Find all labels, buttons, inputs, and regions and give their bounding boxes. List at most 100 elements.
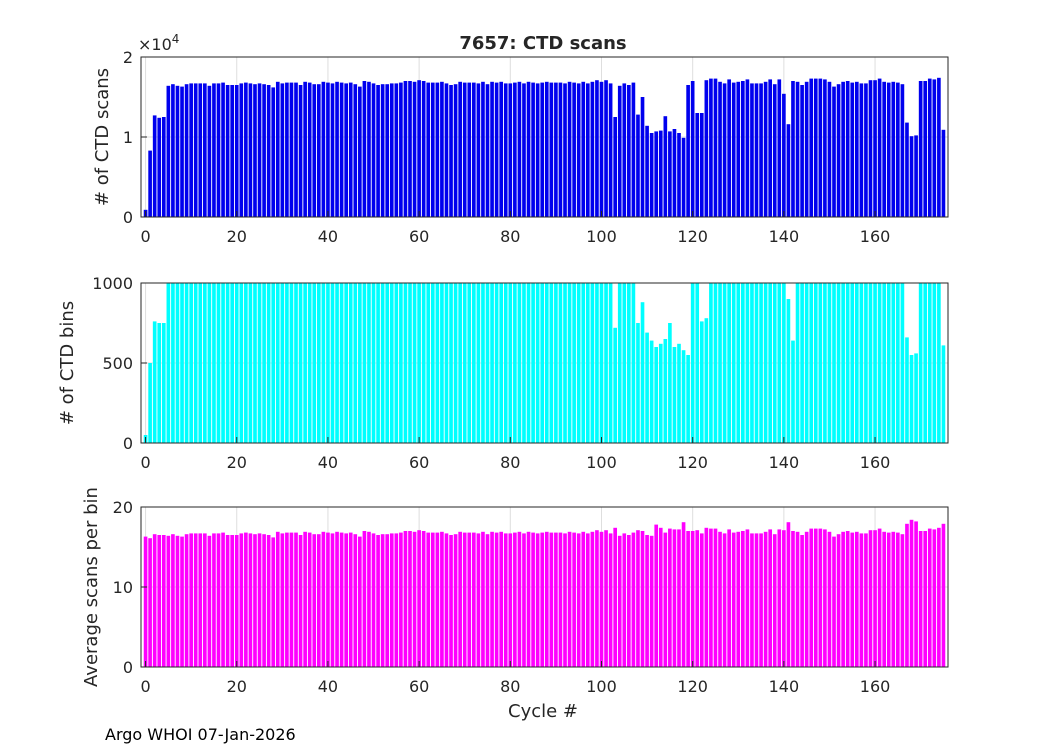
- ratio-bar: [654, 524, 659, 667]
- bins-bar: [257, 283, 262, 443]
- ratio-x-tick-label: 0: [140, 677, 150, 696]
- bins-bar: [234, 283, 239, 443]
- scans-bar: [558, 82, 563, 217]
- scans-bar: [499, 81, 504, 217]
- scans-bar: [804, 81, 809, 217]
- bins-bar: [854, 283, 859, 443]
- scans-bar: [800, 85, 804, 217]
- bins-bar: [750, 283, 754, 443]
- scans-bar: [403, 81, 408, 217]
- bins-bar: [608, 283, 613, 443]
- ratio-bar: [348, 532, 353, 667]
- ratio-bar: [531, 532, 535, 667]
- ratio-bar: [909, 519, 914, 667]
- ratio-bar: [207, 535, 212, 667]
- ratio-bar: [517, 531, 522, 667]
- ratio-x-tick-label: 140: [769, 677, 800, 696]
- bins-y-tick-label: 1000: [92, 274, 133, 293]
- ratio-bar: [216, 533, 221, 667]
- scans-bar: [294, 82, 298, 217]
- bins-bar: [832, 283, 836, 443]
- bins-bar: [253, 283, 257, 443]
- scans-bar: [768, 79, 773, 218]
- scans-bar: [312, 84, 317, 217]
- bins-bar: [791, 340, 795, 443]
- ratio-bar: [440, 531, 444, 667]
- bins-bar: [385, 283, 390, 443]
- scans-bar: [326, 82, 330, 217]
- ratio-bar: [362, 531, 367, 667]
- ratio-bar: [554, 532, 558, 667]
- bins-x-tick-label: 0: [140, 453, 150, 472]
- bins-bar: [595, 283, 599, 443]
- scans-bar: [175, 85, 180, 217]
- bins-x-tick-label: 60: [409, 453, 429, 472]
- scans-bar: [348, 82, 353, 217]
- scans-bar: [809, 78, 814, 217]
- ratio-bar: [180, 536, 184, 667]
- scans-bar: [335, 81, 339, 217]
- bins-bar: [161, 323, 166, 443]
- ratio-bar: [175, 535, 180, 667]
- ratio-bar: [449, 535, 453, 667]
- scans-bar: [813, 78, 818, 217]
- scans-bar: [394, 83, 399, 218]
- ratio-bar: [768, 529, 773, 667]
- bins-bar: [813, 283, 818, 443]
- ratio-bar: [873, 530, 877, 667]
- scans-bar: [531, 82, 535, 217]
- ratio-bar: [763, 531, 768, 667]
- bins-bar: [193, 283, 198, 443]
- ratio-bar: [731, 532, 736, 667]
- scans-bar: [932, 79, 937, 218]
- bins-bar: [864, 283, 868, 443]
- scans-bar: [736, 81, 741, 217]
- ratio-bar: [882, 531, 886, 667]
- bins-bar: [540, 283, 545, 443]
- scans-bar: [782, 93, 786, 217]
- bins-bar: [221, 283, 225, 443]
- ratio-bar: [385, 534, 390, 667]
- ratio-bar: [316, 534, 321, 667]
- ratio-bar: [485, 534, 490, 667]
- bins-bar: [248, 283, 253, 443]
- scans-bar: [339, 82, 344, 217]
- ratio-bar: [321, 531, 326, 667]
- bins-bar: [905, 337, 909, 443]
- bins-bar: [326, 283, 330, 443]
- ratio-bar: [253, 534, 257, 667]
- scans-bar: [399, 82, 403, 217]
- scans-bar: [412, 81, 417, 217]
- bins-bar: [727, 283, 731, 443]
- bins-bar: [850, 283, 855, 443]
- scans-bar: [786, 124, 791, 217]
- scans-bar: [230, 85, 235, 217]
- bins-bar: [353, 283, 358, 443]
- ratio-bar: [631, 532, 636, 667]
- ratio-bar: [376, 535, 380, 667]
- ratio-bar: [868, 530, 873, 667]
- bins-bar: [914, 353, 918, 443]
- scans-bar: [248, 83, 253, 218]
- ratio-bar: [727, 529, 731, 667]
- scans-panel: 0 20 40 60 80 100 120 140 160 0 1 2 ×104 # of CTD …: [92, 32, 949, 246]
- ratio-bar: [927, 528, 932, 667]
- scans-bar: [585, 83, 590, 218]
- scans-bar: [289, 82, 294, 217]
- bins-bar: [677, 343, 681, 443]
- bins-bar: [631, 283, 636, 443]
- bins-bar: [476, 283, 481, 443]
- ratio-bar: [613, 527, 617, 667]
- bins-bar: [782, 283, 786, 443]
- bins-bar: [681, 350, 686, 443]
- scans-y-tick-label: 0: [123, 208, 133, 227]
- scans-bar: [905, 122, 909, 217]
- scans-x-tick-label: 80: [500, 227, 520, 246]
- ratio-bar: [741, 531, 745, 667]
- bins-bar: [344, 283, 348, 443]
- scans-bar: [854, 81, 859, 217]
- scans-bar: [886, 82, 891, 217]
- ratio-bar: [681, 522, 686, 667]
- ratio-bar: [576, 533, 581, 667]
- scans-bar: [367, 81, 371, 217]
